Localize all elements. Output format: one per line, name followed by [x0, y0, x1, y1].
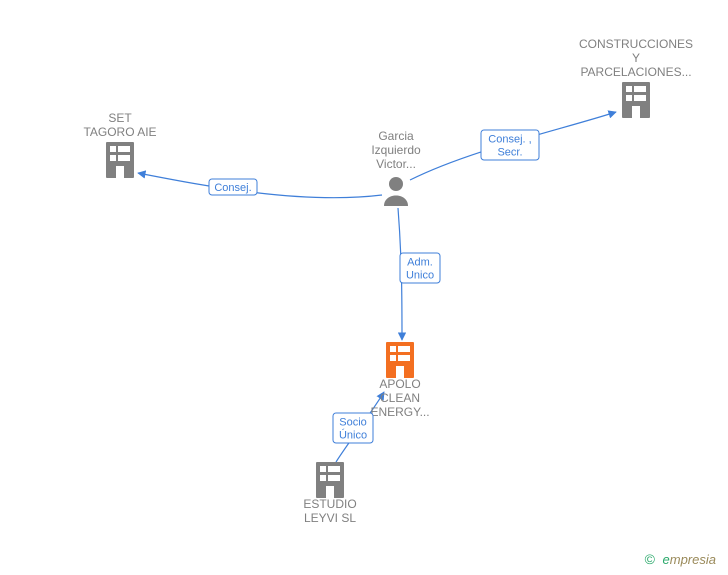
edge [138, 173, 382, 198]
node-label: Izquierdo [371, 143, 421, 157]
svg-text:Consej.: Consej. [214, 182, 251, 194]
node-label: Victor... [376, 157, 416, 171]
network-diagram: personGarciaIzquierdoVictor... setSETTAGO… [0, 0, 728, 575]
node-apolo[interactable]: apoloAPOLOCLEANENERGY... [370, 342, 429, 419]
node-label: CLEAN [380, 391, 420, 405]
node-estudio[interactable]: estudioESTUDIOLEYVI SL [303, 462, 356, 525]
node-person[interactable]: personGarciaIzquierdoVictor... [371, 129, 421, 206]
node-const[interactable]: constCONSTRUCCIONESYPARCELACIONES... [579, 37, 693, 118]
edge-label: Consej. [209, 179, 257, 195]
node-set[interactable]: setSETTAGORO AIE [83, 111, 156, 178]
node-label: LEYVI SL [304, 511, 356, 525]
svg-text:Unico: Unico [406, 270, 434, 282]
footer-brand: © empresia [645, 551, 716, 567]
node-label: Y [632, 51, 640, 65]
edge-label: SocioÚnico [333, 413, 373, 443]
svg-text:Consej. ,: Consej. , [488, 134, 531, 146]
node-label: ESTUDIO [303, 497, 356, 511]
svg-text:Único: Único [339, 429, 367, 442]
svg-text:Socio: Socio [339, 417, 367, 429]
node-label: CONSTRUCCIONES [579, 37, 693, 51]
node-label: ENERGY... [370, 405, 429, 419]
edge-label: Adm.Unico [400, 253, 440, 283]
node-label: Garcia [378, 129, 414, 143]
node-label: PARCELACIONES... [580, 65, 691, 79]
edge-label: Consej. ,Secr. [481, 130, 539, 160]
node-label: TAGORO AIE [83, 125, 156, 139]
brand-first-letter: e [663, 552, 670, 567]
svg-text:Secr.: Secr. [497, 147, 522, 159]
node-label: SET [108, 111, 132, 125]
svg-text:Adm.: Adm. [407, 257, 433, 269]
node-label: APOLO [379, 377, 420, 391]
copyright-symbol: © [645, 551, 655, 567]
brand-rest: mpresia [670, 552, 716, 567]
